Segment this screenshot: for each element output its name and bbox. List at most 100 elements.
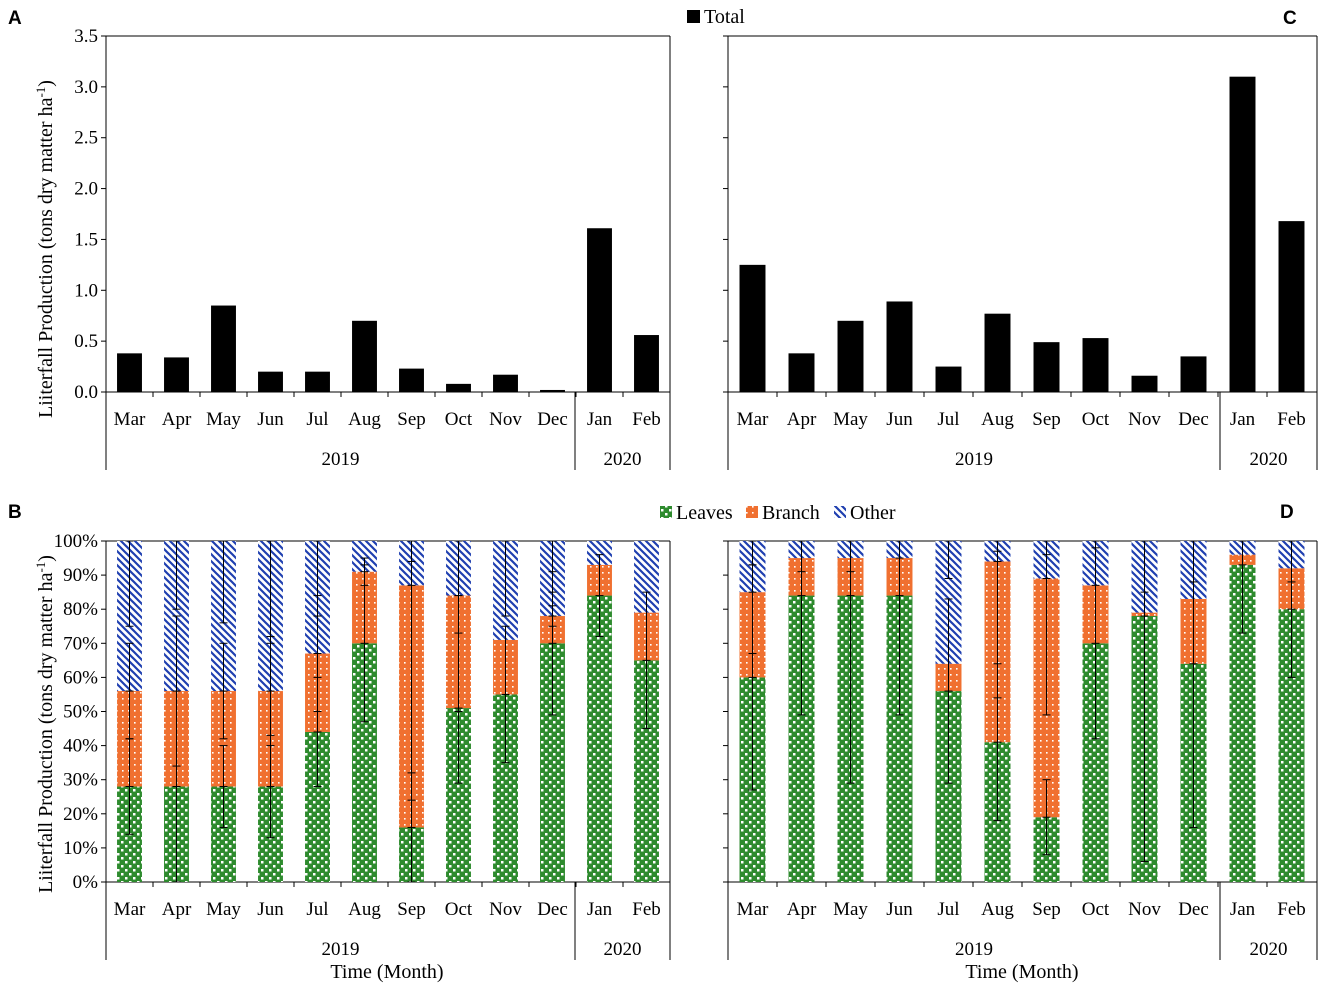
x-tick-label: Nov [489, 899, 522, 920]
panel-b: 0% 10% 20% 30% 40% 50% 60% 70% 80% 90% 100% Mar Apr M… [54, 531, 671, 960]
bar-total-jan [587, 228, 612, 392]
x-tick-label: Mar [737, 409, 769, 430]
y-tick-label: 2.5 [74, 128, 98, 149]
panel-label-d: D [1280, 502, 1294, 523]
bar-total-jun [886, 301, 913, 392]
legend-branch-swatch [746, 506, 758, 518]
x-tick-label: Oct [1082, 899, 1110, 920]
y-tick-label: 10% [63, 838, 98, 859]
x-group-label: 2020 [604, 939, 642, 960]
x-tick-label: Sep [397, 409, 426, 430]
x-tick-label: Feb [1277, 409, 1306, 430]
x-tick-label: Dec [537, 409, 568, 430]
bar-total-oct [446, 383, 471, 392]
y-tick-label: 60% [63, 667, 98, 688]
y-tick-label: 40% [63, 736, 98, 757]
x-tick-label: Sep [1032, 409, 1061, 430]
x-tick-label: Sep [397, 899, 426, 920]
y-tick-label: 70% [63, 633, 98, 654]
x-tick-label: Jul [937, 409, 959, 430]
legend-total-swatch [687, 10, 700, 23]
panel-label-a: A [8, 8, 22, 29]
x-tick-label: May [206, 899, 241, 920]
legend-bottom: Leaves Branch Other [660, 502, 896, 524]
legend-branch-label: Branch [762, 502, 820, 524]
x-axis-title-d: Time (Month) [965, 961, 1078, 983]
x-group-label: 2019 [955, 939, 993, 960]
x-tick-label: Apr [162, 409, 192, 430]
x-tick-label: May [206, 409, 241, 430]
x-tick-label: Jun [257, 409, 284, 430]
x-tick-label: Oct [1082, 409, 1110, 430]
y-tick-label: 1.0 [74, 280, 98, 301]
x-tick-label: Feb [1277, 899, 1306, 920]
x-tick-label: Jul [937, 899, 959, 920]
x-tick-label: Jan [587, 409, 613, 430]
bar-total-jun [258, 371, 283, 392]
x-tick-label: Oct [445, 899, 473, 920]
y-axis-title-top: Liiterfall Production (tons dry matter h… [33, 80, 57, 418]
x-tick-label: Nov [489, 409, 522, 430]
bar-total-jul [935, 366, 962, 392]
bar-other-jan [587, 541, 612, 565]
y-tick-label: 0.5 [74, 331, 98, 352]
bar-total-aug [984, 313, 1011, 392]
bar-total-dec [1180, 356, 1207, 392]
plot-layer: 0.0 0.5 1.0 1.5 2.0 2.5 3.0 3.5 Mar Apr May Jun Jul A… [54, 26, 1318, 960]
x-tick-label: Aug [348, 409, 381, 430]
bar-total-nov [493, 374, 518, 392]
x-tick-label: Apr [162, 899, 192, 920]
bar-total-nov [1131, 375, 1158, 392]
panel-d: Mar Apr May Jun Jul Aug Sep Oct Nov Dec Jan Feb 2019… [723, 540, 1318, 960]
y-tick-label: 0.0 [74, 382, 98, 403]
x-tick-label: Feb [632, 899, 661, 920]
y-tick-label: 3.5 [74, 26, 98, 47]
legend-other-swatch [834, 506, 846, 518]
bar-total-sep [399, 368, 424, 392]
y-tick-label: 50% [63, 702, 98, 723]
bar-total-jul [305, 371, 330, 392]
bar-total-dec [540, 389, 565, 392]
bar-total-feb [1278, 221, 1305, 392]
x-group-label: 2020 [604, 449, 642, 470]
y-tick-label: 90% [63, 565, 98, 586]
x-tick-label: Jan [1230, 409, 1256, 430]
legend-top: Total [687, 6, 745, 28]
bar-total-jan [1229, 76, 1256, 392]
panel-c: Mar Apr May Jun Jul Aug Sep Oct Nov Dec Jan Feb 2019… [723, 35, 1318, 470]
x-tick-label: Dec [1178, 899, 1209, 920]
x-tick-label: Mar [737, 899, 769, 920]
bar-total-apr [788, 353, 815, 392]
legend-other-label: Other [850, 502, 896, 524]
x-tick-label: Jun [886, 409, 913, 430]
y-tick-label: 0% [73, 872, 99, 893]
bar-total-apr [164, 357, 189, 392]
y-tick-label: 100% [54, 531, 99, 552]
x-tick-label: Aug [348, 899, 381, 920]
legend-total-label: Total [704, 6, 745, 28]
x-group-label: 2020 [1250, 939, 1288, 960]
bar-total-sep [1033, 342, 1060, 392]
bar-total-mar [117, 353, 142, 392]
bar-total-may [837, 320, 864, 392]
bar-total-oct [1082, 338, 1109, 392]
bar-leaves-jan [587, 595, 612, 882]
x-tick-label: Mar [114, 899, 146, 920]
x-group-label: 2019 [955, 449, 993, 470]
x-group-label: 2019 [322, 449, 360, 470]
x-tick-label: Aug [981, 899, 1014, 920]
x-tick-label: Feb [632, 409, 661, 430]
x-tick-label: Dec [1178, 409, 1209, 430]
x-tick-label: Jul [306, 899, 328, 920]
x-tick-label: Jan [1230, 899, 1256, 920]
x-tick-label: Jun [886, 899, 913, 920]
panel-label-b: B [8, 502, 22, 523]
x-tick-label: Jan [587, 899, 613, 920]
x-tick-label: May [833, 899, 868, 920]
bar-total-feb [634, 335, 659, 392]
x-tick-label: Dec [537, 899, 568, 920]
y-tick-label: 80% [63, 599, 98, 620]
legend-leaves-swatch [660, 506, 672, 518]
panel-label-c: C [1283, 8, 1297, 29]
